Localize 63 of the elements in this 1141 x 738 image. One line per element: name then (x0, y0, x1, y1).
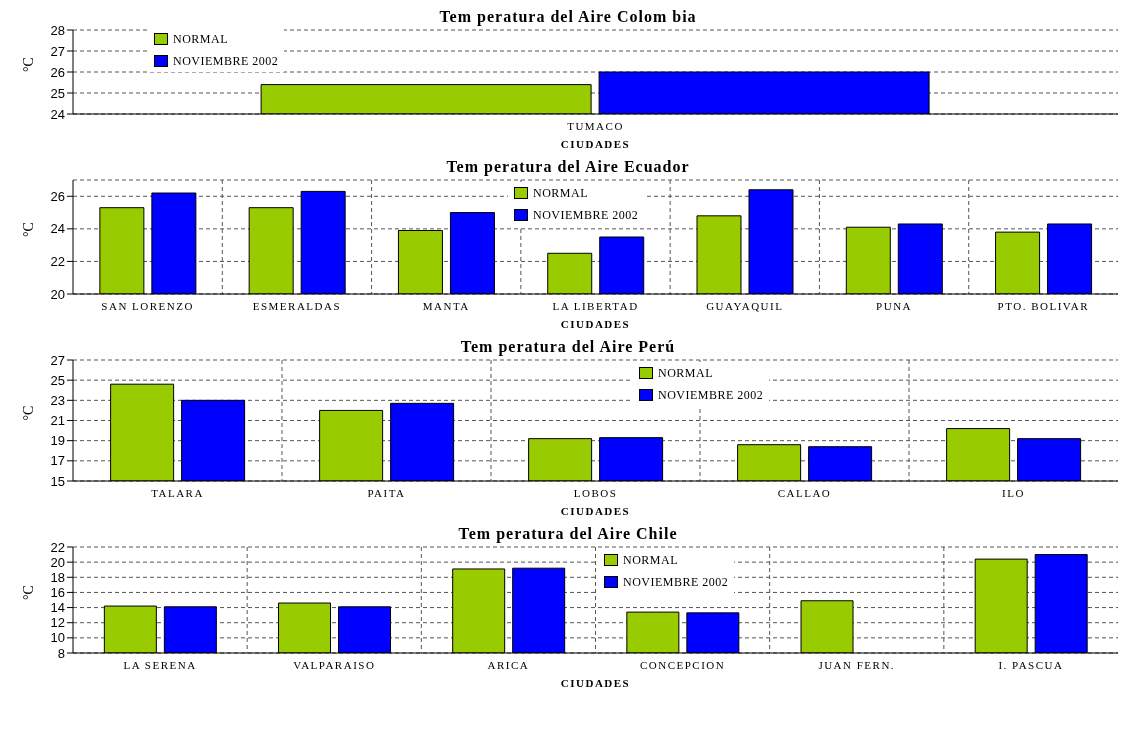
x-tick-label: PTO. BOLIVAR (997, 299, 1090, 312)
x-tick-label: PAITA (367, 486, 406, 499)
legend-label: NOVIEMBRE 2002 (658, 387, 764, 404)
y-tick-label: 20 (50, 286, 65, 302)
legend-label: NOVIEMBRE 2002 (533, 207, 639, 224)
y-axis-title: °C (20, 405, 36, 421)
y-tick-label: 16 (50, 585, 65, 601)
y-tick-label: 27 (50, 352, 65, 368)
y-tick-label: 27 (50, 43, 65, 59)
x-axis-title: CIUDADES (560, 505, 631, 517)
y-tick-label: 23 (50, 392, 65, 408)
legend-label: NORMAL (173, 31, 229, 48)
y-tick-label: 26 (50, 64, 65, 80)
x-tick-label: CALLAO (777, 486, 832, 499)
y-tick-label: 21 (50, 413, 65, 429)
x-tick-label: CONCEPCION (639, 658, 726, 671)
x-tick-label: MANTA (422, 299, 470, 312)
y-tick-label: 17 (50, 453, 65, 469)
x-tick-label: LOBOS (573, 486, 618, 499)
x-axis-title: CIUDADES (560, 677, 631, 689)
y-tick-label: 15 (50, 473, 65, 489)
legend-label: NORMAL (533, 185, 589, 202)
x-tick-label: ESMERALDAS (252, 299, 342, 312)
legend-label: NORMAL (623, 552, 679, 569)
x-tick-label: ARICA (487, 658, 530, 671)
x-tick-label: ILO (1002, 486, 1025, 499)
y-tick-label: 20 (50, 554, 65, 570)
y-tick-label: 22 (50, 254, 65, 270)
chart-title: Tem peratura del Aire Ecuador (445, 158, 691, 176)
y-tick-label: 24 (50, 106, 65, 122)
y-axis-title: °C (20, 57, 36, 72)
y-tick-label: 10 (50, 630, 65, 646)
legend-label: NORMAL (658, 365, 714, 382)
x-tick-label: GUAYAQUIL (706, 299, 784, 312)
chart-title: Tem peratura del Aire Chile (458, 525, 678, 542)
y-tick-label: 25 (50, 85, 65, 101)
legend-label: NOVIEMBRE 2002 (173, 53, 279, 70)
y-tick-label: 28 (50, 22, 65, 38)
legend-label: NOVIEMBRE 2002 (623, 574, 729, 591)
x-axis-title: CIUDADES (560, 138, 631, 150)
y-tick-label: 18 (50, 569, 65, 585)
y-tick-label: 26 (50, 188, 65, 204)
x-tick-label: JUAN FERN. (818, 658, 896, 671)
y-tick-label: 14 (50, 600, 65, 616)
x-tick-label: PUNA (876, 299, 913, 312)
x-tick-label: LA SERENA (123, 658, 197, 671)
y-axis-title: °C (20, 585, 36, 600)
x-tick-label: VALPARAISO (293, 658, 376, 671)
x-tick-label: LA LIBERTAD (552, 299, 639, 312)
x-tick-label: SAN LORENZO (101, 299, 194, 312)
y-axis-title: °C (20, 222, 36, 237)
y-tick-label: 24 (50, 221, 65, 237)
chart-title: Tem peratura del Aire Colom bia (439, 8, 697, 25)
y-tick-label: 19 (50, 433, 65, 449)
x-tick-label: TALARA (151, 486, 204, 499)
x-axis-title: CIUDADES (560, 318, 631, 330)
x-tick-label: TUMACO (567, 119, 624, 132)
y-tick-label: 22 (50, 539, 65, 555)
y-tick-label: 25 (50, 372, 65, 388)
x-tick-label: I. PASCUA (998, 658, 1064, 671)
y-tick-label: 12 (50, 615, 65, 631)
y-tick-label: 8 (57, 645, 65, 661)
chart-title: Tem peratura del Aire Perú (460, 338, 676, 355)
